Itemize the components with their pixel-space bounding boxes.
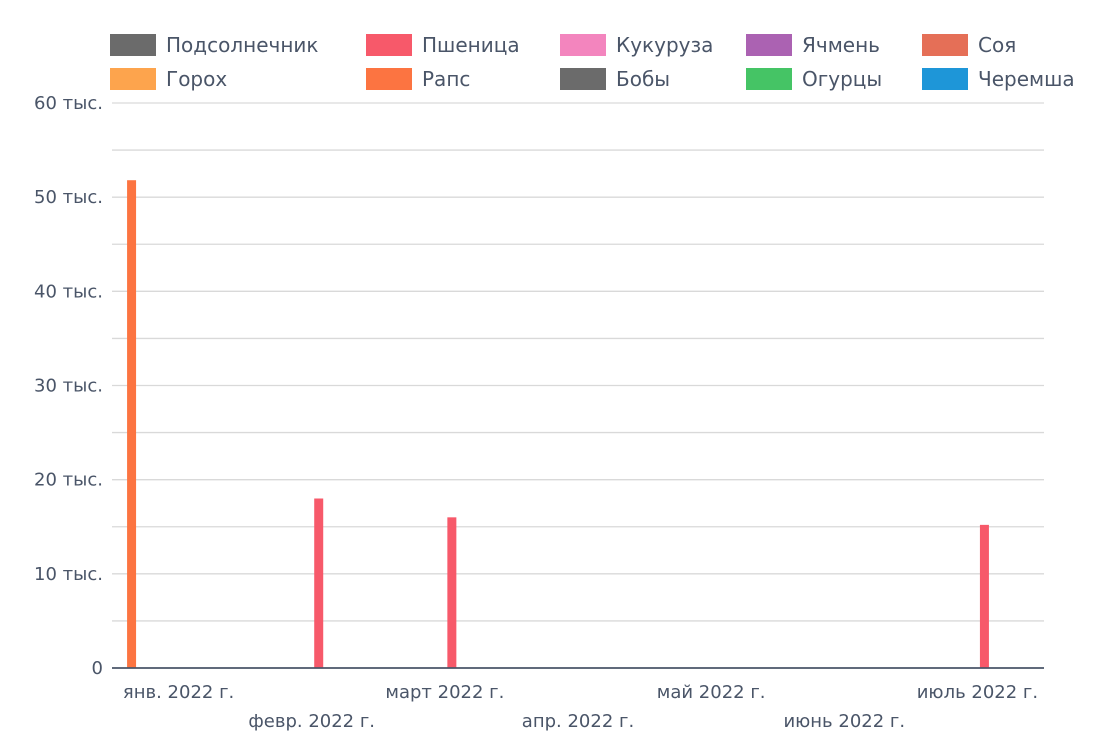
legend-swatch	[922, 34, 968, 56]
bar	[979, 524, 989, 668]
legend-label: Черемша	[978, 67, 1075, 91]
legend-label: Кукуруза	[616, 33, 714, 57]
legend-label: Соя	[978, 33, 1017, 57]
x-tick-label: янв. 2022 г.	[123, 682, 234, 703]
legend-label: Огурцы	[802, 67, 883, 91]
legend-row: Горох Рапс Бобы Огурцы Черемша	[110, 64, 1100, 98]
y-tick-label: 20 тыс.	[34, 470, 103, 491]
x-tick-label: май 2022 г.	[657, 682, 766, 703]
legend-item[interactable]: Ячмень	[746, 30, 880, 60]
legend-item[interactable]: Пшеница	[366, 30, 520, 60]
legend-item[interactable]: Бобы	[560, 64, 670, 94]
bar	[314, 498, 324, 668]
legend-swatch	[110, 34, 156, 56]
legend-row: Подсолнечник Пшеница Кукуруза Ячмень Соя	[110, 30, 1100, 64]
legend-swatch	[922, 68, 968, 90]
legend-label: Ячмень	[802, 33, 880, 57]
legend-swatch	[110, 68, 156, 90]
x-tick-label: июль 2022 г.	[917, 682, 1038, 703]
legend: Подсолнечник Пшеница Кукуруза Ячмень Соя Горо…	[110, 30, 1100, 98]
legend-label: Бобы	[616, 67, 671, 91]
x-tick-label: март 2022 г.	[385, 682, 504, 703]
bar	[127, 180, 137, 668]
legend-item[interactable]: Горох	[110, 64, 227, 94]
x-tick-label: июнь 2022 г.	[783, 711, 905, 732]
legend-item[interactable]: Черемша	[922, 64, 1075, 94]
x-tick-label: февр. 2022 г.	[248, 711, 375, 732]
legend-item[interactable]: Подсолнечник	[110, 30, 318, 60]
legend-label: Подсолнечник	[166, 33, 319, 57]
y-tick-label: 30 тыс.	[34, 376, 103, 397]
y-tick-label: 60 тыс.	[34, 93, 103, 114]
y-tick-label: 40 тыс.	[34, 281, 103, 302]
legend-item[interactable]: Рапс	[366, 64, 470, 94]
legend-label: Пшеница	[422, 33, 520, 57]
legend-label: Горох	[166, 67, 228, 91]
y-tick-label: 0	[92, 658, 103, 679]
y-tick-label: 10 тыс.	[34, 564, 103, 585]
legend-swatch	[746, 34, 792, 56]
legend-swatch	[560, 68, 606, 90]
y-tick-label: 50 тыс.	[34, 187, 103, 208]
legend-item[interactable]: Соя	[922, 30, 1016, 60]
legend-label: Рапс	[422, 67, 471, 91]
legend-swatch	[560, 34, 606, 56]
legend-item[interactable]: Кукуруза	[560, 30, 713, 60]
legend-swatch	[746, 68, 792, 90]
x-tick-label: апр. 2022 г.	[522, 711, 634, 732]
bar	[447, 517, 457, 668]
legend-swatch	[366, 34, 412, 56]
legend-swatch	[366, 68, 412, 90]
legend-item[interactable]: Огурцы	[746, 64, 882, 94]
